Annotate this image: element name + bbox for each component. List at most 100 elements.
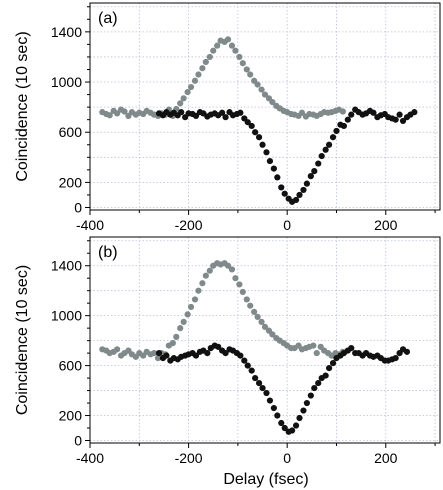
panel-b-series-2-point <box>241 357 248 364</box>
panel-a-series-1-point <box>106 112 113 119</box>
panel-b-series-2-point <box>244 362 251 369</box>
panel-b-series-2-point <box>289 427 296 434</box>
panel-a-series-1-point <box>243 66 250 73</box>
panel-a-series-1-point <box>258 86 265 93</box>
panel-a-series-2-point <box>344 116 351 123</box>
panel-a-series-2-point <box>244 119 251 126</box>
panel-b-series-2-point <box>292 422 300 429</box>
panel-b-series-2-point <box>248 367 255 374</box>
panel-a-series-2-point <box>322 146 329 153</box>
panel-b-series-2-point <box>315 379 322 387</box>
panel-b-series-1-point <box>232 275 239 282</box>
panel-b-plot-frame <box>89 236 441 444</box>
panel-a-series-2-point <box>396 111 403 118</box>
panel-a-series-1-point <box>114 110 121 117</box>
panel-a-series-1-point <box>180 95 187 102</box>
panel-b-series-1-point <box>154 355 162 362</box>
panel-a-y-tick-label: 200 <box>59 174 83 190</box>
panel-b-series-2-point <box>255 379 263 387</box>
panel-a-y-tick-label: 1000 <box>51 74 82 90</box>
panel-a-plot-frame <box>89 2 441 211</box>
panel-a-series-2-point <box>411 109 418 116</box>
panel-b: 0 200 600 1000 1400 -400 -200 0 200 Coincidence (… <box>14 236 441 466</box>
panel-a-series-1-point <box>121 108 128 115</box>
panel-b-series-1-point <box>228 266 236 273</box>
panel-b-series-1-point <box>251 308 258 316</box>
panel-b-series-2-point <box>303 399 311 407</box>
panel-a-series-2-point <box>318 152 325 160</box>
panel-a-series-2-point <box>307 173 314 180</box>
panel-b-series-1-point <box>173 333 180 340</box>
panel-b-x-tick-label: 0 <box>283 450 291 466</box>
panel-b-y-tick-label: 1400 <box>51 258 82 274</box>
panel-a-series-2-point <box>263 149 270 156</box>
panel-b-series-2-point <box>322 372 329 379</box>
panel-b-series-1-point <box>254 313 261 321</box>
panel-a-series-1-point <box>254 81 261 88</box>
panel-a-series-1-point <box>177 100 184 107</box>
panel-b-x-tick-label: -400 <box>76 450 104 466</box>
panel-b-series-2-point <box>263 389 270 397</box>
panel-b-series-1-point <box>184 311 191 318</box>
panel-b-series-1-point <box>224 262 232 269</box>
panel-a-series-1-point <box>195 71 202 78</box>
panel-a-series-2-point <box>178 109 185 116</box>
panel-a-series-2-point <box>219 109 226 116</box>
panel-a-series-1-point <box>199 65 206 72</box>
panel-b-series-1-point <box>313 350 320 357</box>
panel-b-series-1-point <box>187 303 195 311</box>
panel-a-series-2-point <box>274 174 281 181</box>
panel-b-series-2-point <box>311 384 318 392</box>
panel-a-series-2-point <box>248 122 255 130</box>
panel-b-y-tick-label: 0 <box>74 433 82 449</box>
panel-a-series-2-point <box>370 109 377 116</box>
panel-a-series-2-point <box>270 165 277 172</box>
panel-b-series-1-point <box>269 331 276 338</box>
panel-b-series-2-point <box>296 414 303 422</box>
panel-b-series-1-point <box>180 318 187 325</box>
panel-b-series-2-point <box>266 397 274 404</box>
panel-b-series-2-point <box>270 404 277 412</box>
panel-b-series-2-point <box>222 350 229 357</box>
panel-b-series-1-point <box>199 280 206 287</box>
panel-a-series-1-point <box>206 53 213 61</box>
panel-b-y-tick-label: 600 <box>59 358 83 374</box>
panel-b-series-1-point <box>206 267 213 274</box>
panel-a-series-2-point <box>311 168 318 175</box>
panel-a-series-2-point <box>281 190 288 197</box>
panel-b-series-1-point <box>236 281 243 288</box>
panel-a-series-2-point <box>340 122 347 130</box>
panel-b-series-1-point <box>310 342 317 349</box>
panel-a-series-2-point <box>399 117 407 125</box>
panel-b-series-2-point <box>163 352 170 359</box>
panel-a-series-2-point <box>333 127 340 135</box>
panel-a-series-2-point <box>237 109 244 116</box>
panel-b-series-1-point <box>243 296 250 303</box>
panel-a-series-1-point <box>236 53 243 61</box>
panel-a-series-1-point <box>187 83 195 91</box>
panel-a-x-tick-label: -400 <box>76 217 104 233</box>
panel-b-series-2-point <box>274 412 281 419</box>
panel-a-series-2-point <box>315 160 322 167</box>
panel-a-series-2-point <box>192 112 200 120</box>
panel-b-series-1-point <box>261 323 269 330</box>
panel-a-series-1-point <box>247 71 254 78</box>
panel-a-x-tick-label: 200 <box>374 217 398 233</box>
panel-b-series-1-point <box>195 287 202 294</box>
panel-a-series-1-point <box>191 77 199 84</box>
panel-a-series-2-point <box>392 116 399 123</box>
panel-b-series-2-point <box>403 348 411 355</box>
panel-a-series-2-point <box>325 141 333 148</box>
panel-b-y-tick-label: 1000 <box>51 308 82 324</box>
panel-b-series-1-point <box>191 296 199 303</box>
panel-a-series-1-point <box>239 60 246 67</box>
panel-b-series-1-point <box>169 340 176 347</box>
panel-b-series-2-point <box>307 392 314 399</box>
panel-b-x-tick-label: 200 <box>374 450 398 466</box>
panel-a-label: (a) <box>98 10 118 27</box>
panel-b-series-2-point <box>348 345 355 352</box>
panel-a-series-2-point <box>296 191 303 199</box>
panel-b-label: (b) <box>98 244 118 261</box>
panel-a-series-2-point <box>303 180 311 187</box>
